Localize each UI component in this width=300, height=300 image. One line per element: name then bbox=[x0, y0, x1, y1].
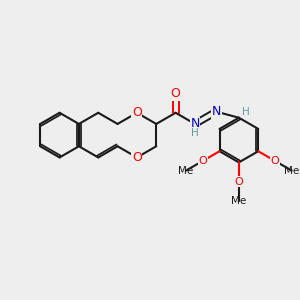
Text: O: O bbox=[271, 156, 279, 166]
Text: O: O bbox=[235, 177, 243, 187]
Text: Me: Me bbox=[231, 196, 247, 206]
Text: Me: Me bbox=[178, 166, 194, 176]
Text: H: H bbox=[242, 107, 249, 117]
Text: Me: Me bbox=[284, 166, 299, 176]
Text: N: N bbox=[190, 117, 200, 130]
Text: N: N bbox=[212, 105, 221, 118]
Text: O: O bbox=[171, 87, 181, 100]
Text: O: O bbox=[132, 151, 142, 164]
Text: O: O bbox=[198, 156, 207, 166]
Text: O: O bbox=[132, 106, 142, 119]
Text: H: H bbox=[191, 128, 199, 139]
